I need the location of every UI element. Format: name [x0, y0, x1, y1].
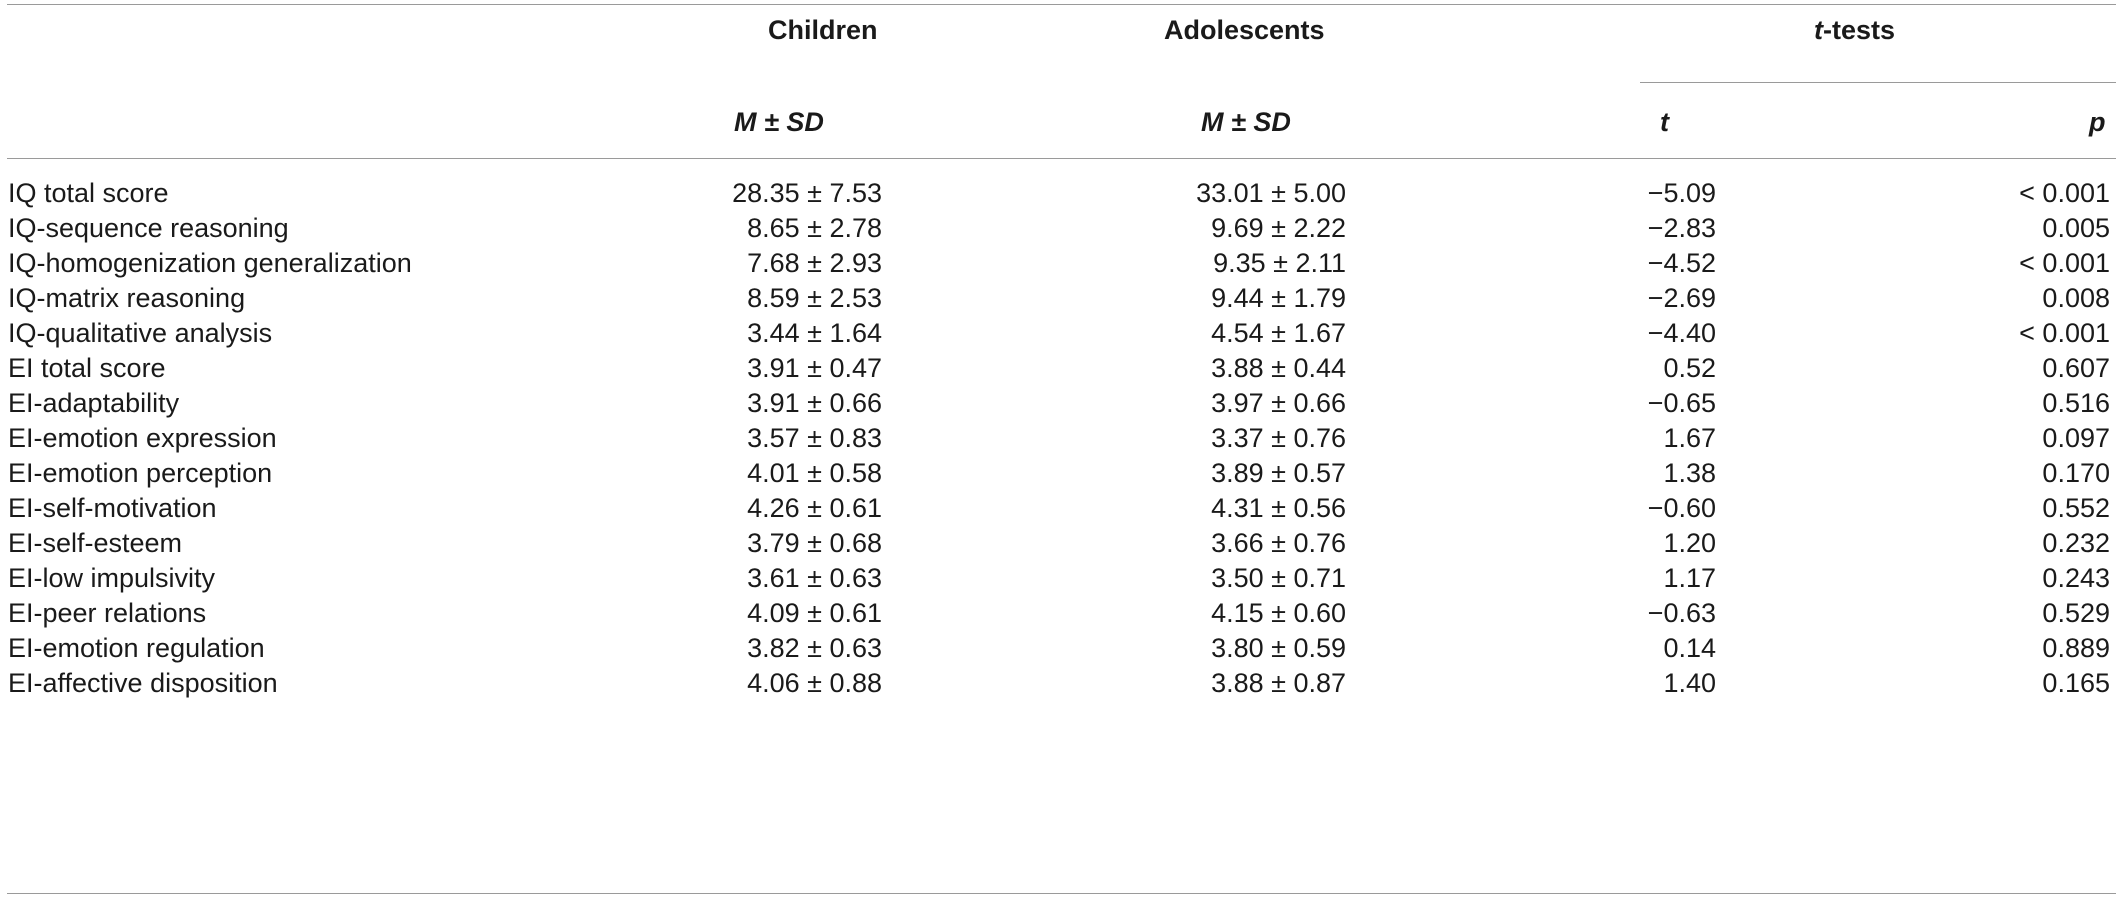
- row-t-value: 1.17: [1663, 563, 1716, 593]
- row-t-value: −0.65: [1647, 388, 1716, 418]
- row-adolescents-value: 3.88 ± 0.87: [1211, 668, 1346, 698]
- row-p-value: 0.170: [2042, 458, 2110, 488]
- row-p-value: 0.607: [2042, 353, 2110, 383]
- row-children-value: 3.91 ± 0.47: [747, 353, 882, 383]
- row-label: IQ-sequence reasoning: [8, 213, 289, 243]
- row-children-value: 8.65 ± 2.78: [747, 213, 882, 243]
- header-ttests-italic: t: [1814, 15, 1823, 45]
- row-adolescents-value: 9.69 ± 2.22: [1211, 213, 1346, 243]
- row-t-value: 1.40: [1663, 668, 1716, 698]
- row-label: EI-low impulsivity: [8, 563, 216, 593]
- row-p-value: 0.005: [2042, 213, 2110, 243]
- row-label: EI-emotion regulation: [8, 633, 265, 663]
- row-adolescents-value: 4.54 ± 1.67: [1211, 318, 1346, 348]
- row-t-value: 1.20: [1663, 528, 1716, 558]
- row-children-value: 8.59 ± 2.53: [747, 283, 882, 313]
- row-label: IQ-qualitative analysis: [8, 318, 273, 348]
- header-children: Children: [768, 15, 878, 45]
- row-t-value: 0.52: [1663, 353, 1716, 383]
- row-label: EI total score: [8, 353, 166, 383]
- row-adolescents-value: 4.15 ± 0.60: [1211, 598, 1346, 628]
- row-t-value: 1.67: [1663, 423, 1716, 453]
- row-adolescents-value: 3.80 ± 0.59: [1211, 633, 1346, 663]
- row-adolescents-value: 3.37 ± 0.76: [1211, 423, 1346, 453]
- row-label: EI-affective disposition: [8, 668, 278, 698]
- row-adolescents-value: 9.35 ± 2.11: [1213, 248, 1346, 278]
- row-t-value: 0.14: [1663, 633, 1716, 663]
- header-p: p: [2089, 107, 2106, 137]
- row-adolescents-value: 3.97 ± 0.66: [1211, 388, 1346, 418]
- row-children-value: 3.44 ± 1.64: [747, 318, 882, 348]
- header-children-stat: M ± SD: [734, 107, 824, 137]
- row-children-value: 4.26 ± 0.61: [747, 493, 882, 523]
- header-ttests: t-tests: [1814, 14, 1895, 46]
- header-adolescents-stat: M ± SD: [1201, 107, 1291, 137]
- row-label: EI-emotion perception: [8, 458, 273, 488]
- row-children-value: 3.79 ± 0.68: [747, 528, 882, 558]
- row-t-value: −0.60: [1647, 493, 1716, 523]
- row-adolescents-value: 4.31 ± 0.56: [1211, 493, 1346, 523]
- row-t-value: −5.09: [1647, 178, 1716, 208]
- row-children-value: 7.68 ± 2.93: [747, 248, 882, 278]
- row-label: EI-peer relations: [8, 598, 207, 628]
- row-label: EI-emotion expression: [8, 423, 277, 453]
- row-label: EI-adaptability: [8, 388, 180, 418]
- row-adolescents-value: 33.01 ± 5.00: [1196, 178, 1346, 208]
- row-p-value: 0.243: [2042, 563, 2110, 593]
- header-t: t: [1660, 107, 1669, 137]
- row-t-value: −4.52: [1647, 248, 1716, 278]
- row-p-value: 0.232: [2042, 528, 2110, 558]
- row-p-value: 0.552: [2042, 493, 2110, 523]
- row-children-value: 28.35 ± 7.53: [732, 178, 882, 208]
- row-adolescents-value: 3.50 ± 0.71: [1211, 563, 1346, 593]
- row-children-value: 3.82 ± 0.63: [747, 633, 882, 663]
- header-ttests-rest: -tests: [1823, 15, 1896, 45]
- row-p-value: < 0.001: [2019, 248, 2110, 278]
- row-t-value: −2.69: [1647, 283, 1716, 313]
- row-adolescents-value: 3.66 ± 0.76: [1211, 528, 1346, 558]
- row-p-value: 0.165: [2042, 668, 2110, 698]
- row-children-value: 4.01 ± 0.58: [747, 458, 882, 488]
- row-p-value: < 0.001: [2019, 178, 2110, 208]
- row-label: IQ-matrix reasoning: [8, 283, 246, 313]
- row-p-value: 0.516: [2042, 388, 2110, 418]
- row-children-value: 3.91 ± 0.66: [747, 388, 882, 418]
- row-t-value: 1.38: [1663, 458, 1716, 488]
- ttests-spanner-rule: [1640, 82, 2116, 83]
- row-p-value: 0.889: [2042, 633, 2110, 663]
- row-label: EI-self-esteem: [8, 528, 183, 558]
- row-children-value: 3.57 ± 0.83: [747, 423, 882, 453]
- row-label: IQ total score: [8, 178, 169, 208]
- row-p-value: < 0.001: [2019, 318, 2110, 348]
- row-adolescents-value: 3.89 ± 0.57: [1211, 458, 1346, 488]
- row-p-value: 0.008: [2042, 283, 2110, 313]
- row-p-value: 0.097: [2042, 423, 2110, 453]
- row-adolescents-value: 9.44 ± 1.79: [1211, 283, 1346, 313]
- table-header-rule: [7, 158, 2116, 159]
- row-children-value: 4.09 ± 0.61: [747, 598, 882, 628]
- row-t-value: −4.40: [1647, 318, 1716, 348]
- row-adolescents-value: 3.88 ± 0.44: [1211, 353, 1346, 383]
- row-children-value: 4.06 ± 0.88: [747, 668, 882, 698]
- table-top-rule: [7, 4, 2116, 5]
- header-adolescents: Adolescents: [1164, 15, 1325, 45]
- row-t-value: −2.83: [1647, 213, 1716, 243]
- row-label: IQ-homogenization generalization: [8, 248, 412, 278]
- table-bottom-rule: [7, 893, 2116, 894]
- row-t-value: −0.63: [1647, 598, 1716, 628]
- row-label: EI-self-motivation: [8, 493, 217, 523]
- row-children-value: 3.61 ± 0.63: [747, 563, 882, 593]
- row-p-value: 0.529: [2042, 598, 2110, 628]
